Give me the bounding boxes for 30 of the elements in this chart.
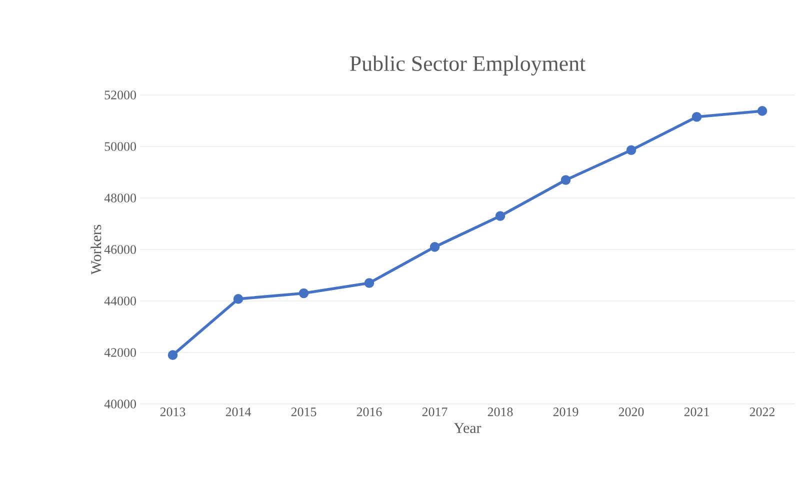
x-tick-label: 2019 bbox=[553, 408, 578, 416]
point bbox=[364, 278, 374, 288]
y-tick-label: 44000 bbox=[104, 296, 136, 306]
x-axis-title: Year bbox=[454, 423, 482, 434]
x-tick-label: 2021 bbox=[684, 408, 709, 416]
x-tick-label: 2018 bbox=[488, 408, 513, 416]
point bbox=[168, 350, 178, 360]
y-tick-label: 52000 bbox=[104, 90, 136, 100]
point bbox=[560, 175, 571, 185]
y-tick-label: 42000 bbox=[104, 348, 136, 357]
x-tick-label: 2017 bbox=[422, 408, 448, 416]
point bbox=[298, 288, 309, 298]
chart-title: Public Sector Employment bbox=[350, 56, 586, 76]
x-tick-label: 2015 bbox=[291, 408, 316, 416]
x-tick-label: 2016 bbox=[356, 408, 382, 416]
x-tick-label: 2022 bbox=[750, 408, 774, 416]
y-tick-label: 46000 bbox=[104, 245, 136, 254]
y-tick-label: 50000 bbox=[104, 142, 136, 151]
y-tick-label: 48000 bbox=[104, 194, 136, 202]
point bbox=[233, 294, 244, 304]
point bbox=[692, 112, 702, 122]
point bbox=[626, 145, 636, 155]
point bbox=[430, 242, 440, 252]
point bbox=[757, 106, 768, 116]
x-tick-label: 2020 bbox=[618, 408, 644, 416]
x-tick-label: 2013 bbox=[160, 408, 186, 416]
point bbox=[495, 211, 506, 221]
y-axis-title: Workers bbox=[90, 224, 102, 275]
y-tick-label: 40000 bbox=[104, 400, 136, 408]
x-tick-label: 2014 bbox=[226, 408, 252, 416]
